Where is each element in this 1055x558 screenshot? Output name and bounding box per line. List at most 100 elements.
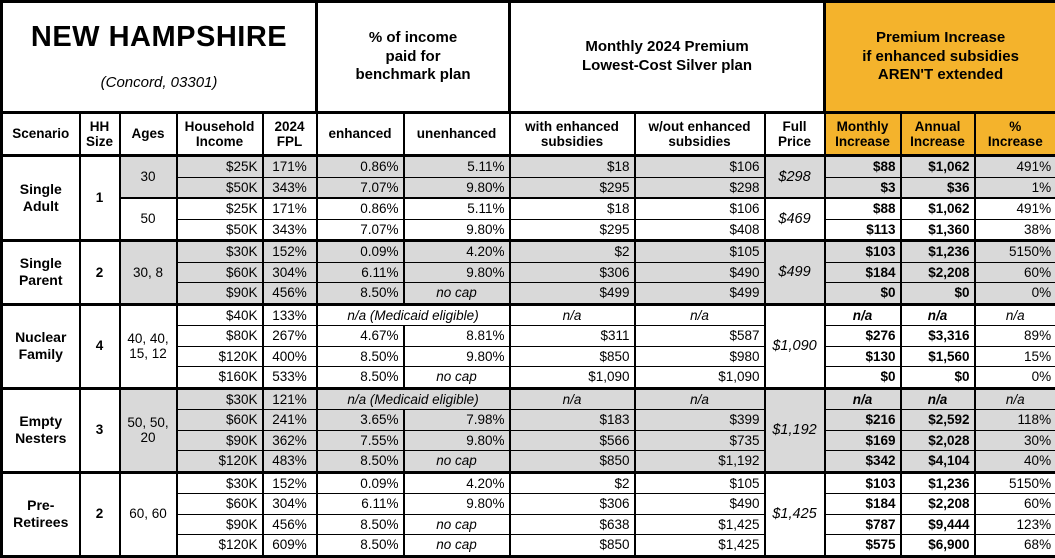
cell-income: $160K (177, 367, 263, 389)
cell-annual-increase: $2,208 (901, 262, 975, 283)
column-header-row: Scenario HH Size Ages Household Income 2… (2, 113, 1055, 156)
cell-ages: 40, 40, 15, 12 (120, 304, 177, 388)
cell-with-subsidies: $566 (510, 430, 635, 451)
cell-fpl: 171% (263, 198, 317, 219)
cell-monthly-increase: $342 (825, 451, 901, 473)
cell-annual-increase: $9,444 (901, 514, 975, 535)
cell-without-subsidies: $105 (635, 241, 765, 263)
cell-medicaid-note: n/a (Medicaid eligible) (317, 304, 510, 326)
cell-pct-increase: 60% (975, 262, 1055, 283)
cell-without-subsidies: $490 (635, 262, 765, 283)
cell-full-price: $298 (765, 156, 825, 199)
cell-income: $30K (177, 388, 263, 410)
col-header-scenario: Scenario (2, 113, 80, 156)
cell-enhanced-pct: 8.50% (317, 514, 404, 535)
cell-income: $30K (177, 241, 263, 263)
cell-pct-increase: 68% (975, 535, 1055, 557)
cell-unenhanced-pct: 9.80% (404, 219, 510, 241)
cell-enhanced-pct: 8.50% (317, 346, 404, 367)
cell-income: $90K (177, 283, 263, 305)
cell-fpl: 343% (263, 177, 317, 198)
cell-scenario: Nuclear Family (2, 304, 80, 388)
cell-scenario: Pre-Retirees (2, 472, 80, 556)
cell-without-subsidies: $980 (635, 346, 765, 367)
col-header-with-subsidies: with enhanced subsidies (510, 113, 635, 156)
cell-enhanced-pct: 7.55% (317, 430, 404, 451)
col-header-full-price: Full Price (765, 113, 825, 156)
cell-pct-increase: 118% (975, 410, 1055, 431)
cell-with-subsidies: $2 (510, 472, 635, 494)
col-header-pct-increase: % Increase (975, 113, 1055, 156)
cell-annual-increase: $1,062 (901, 198, 975, 219)
col-header-without-subsidies: w/out enhanced subsidies (635, 113, 765, 156)
cell-pct-increase: 491% (975, 198, 1055, 219)
cell-ages: 50 (120, 198, 177, 241)
cell-income: $120K (177, 535, 263, 557)
cell-fpl: 241% (263, 410, 317, 431)
group-header-row: NEW HAMPSHIRE (Concord, 03301) % of inco… (2, 2, 1055, 113)
cell-monthly-increase: $3 (825, 177, 901, 198)
cell-unenhanced-pct: 7.98% (404, 410, 510, 431)
col-header-enhanced: enhanced (317, 113, 404, 156)
cell-income: $80K (177, 326, 263, 347)
cell-without-subsidies: $735 (635, 430, 765, 451)
col-header-fpl: 2024 FPL (263, 113, 317, 156)
col-header-income: Household Income (177, 113, 263, 156)
cell-monthly-increase: $184 (825, 262, 901, 283)
cell-unenhanced-pct: 9.80% (404, 430, 510, 451)
cell-unenhanced-pct: no cap (404, 514, 510, 535)
cell-fpl: 456% (263, 283, 317, 305)
cell-annual-increase: $0 (901, 283, 975, 305)
cell-monthly-increase: n/a (825, 304, 901, 326)
cell-annual-increase: $6,900 (901, 535, 975, 557)
cell-with-subsidies: $638 (510, 514, 635, 535)
cell-without-subsidies: $1,425 (635, 535, 765, 557)
cell-pct-increase: 491% (975, 156, 1055, 178)
cell-monthly-increase: $184 (825, 494, 901, 515)
cell-monthly-increase: $0 (825, 283, 901, 305)
cell-monthly-increase: $103 (825, 241, 901, 263)
cell-with-subsidies: $306 (510, 494, 635, 515)
cell-scenario: Single Parent (2, 241, 80, 305)
cell-annual-increase: $3,316 (901, 326, 975, 347)
cell-unenhanced-pct: 9.80% (404, 346, 510, 367)
cell-fpl: 121% (263, 388, 317, 410)
cell-unenhanced-pct: no cap (404, 367, 510, 389)
cell-fpl: 152% (263, 472, 317, 494)
cell-hh-size: 2 (80, 472, 120, 556)
cell-scenario: Empty Nesters (2, 388, 80, 472)
cell-income: $60K (177, 410, 263, 431)
cell-with-subsidies: $295 (510, 177, 635, 198)
cell-pct-increase: 0% (975, 367, 1055, 389)
cell-unenhanced-pct: 4.20% (404, 472, 510, 494)
cell-without-subsidies: $408 (635, 219, 765, 241)
cell-fpl: 609% (263, 535, 317, 557)
cell-enhanced-pct: 6.11% (317, 494, 404, 515)
cell-monthly-increase: $113 (825, 219, 901, 241)
cell-unenhanced-pct: no cap (404, 535, 510, 557)
cell-fpl: 362% (263, 430, 317, 451)
page-title: NEW HAMPSHIRE (5, 22, 313, 54)
cell-without-subsidies: $105 (635, 472, 765, 494)
cell-monthly-increase: $169 (825, 430, 901, 451)
cell-without-subsidies: $106 (635, 156, 765, 178)
cell-with-subsidies: $850 (510, 451, 635, 473)
cell-pct-increase: 15% (975, 346, 1055, 367)
cell-enhanced-pct: 7.07% (317, 219, 404, 241)
cell-income: $60K (177, 262, 263, 283)
cell-pct-increase: 123% (975, 514, 1055, 535)
cell-monthly-increase: $0 (825, 367, 901, 389)
cell-with-subsidies: $1,090 (510, 367, 635, 389)
cell-income: $120K (177, 451, 263, 473)
cell-unenhanced-pct: no cap (404, 283, 510, 305)
cell-enhanced-pct: 0.09% (317, 472, 404, 494)
cell-without-subsidies: $490 (635, 494, 765, 515)
cell-pct-increase: 89% (975, 326, 1055, 347)
cell-pct-increase: 38% (975, 219, 1055, 241)
cell-with-subsidies: n/a (510, 304, 635, 326)
